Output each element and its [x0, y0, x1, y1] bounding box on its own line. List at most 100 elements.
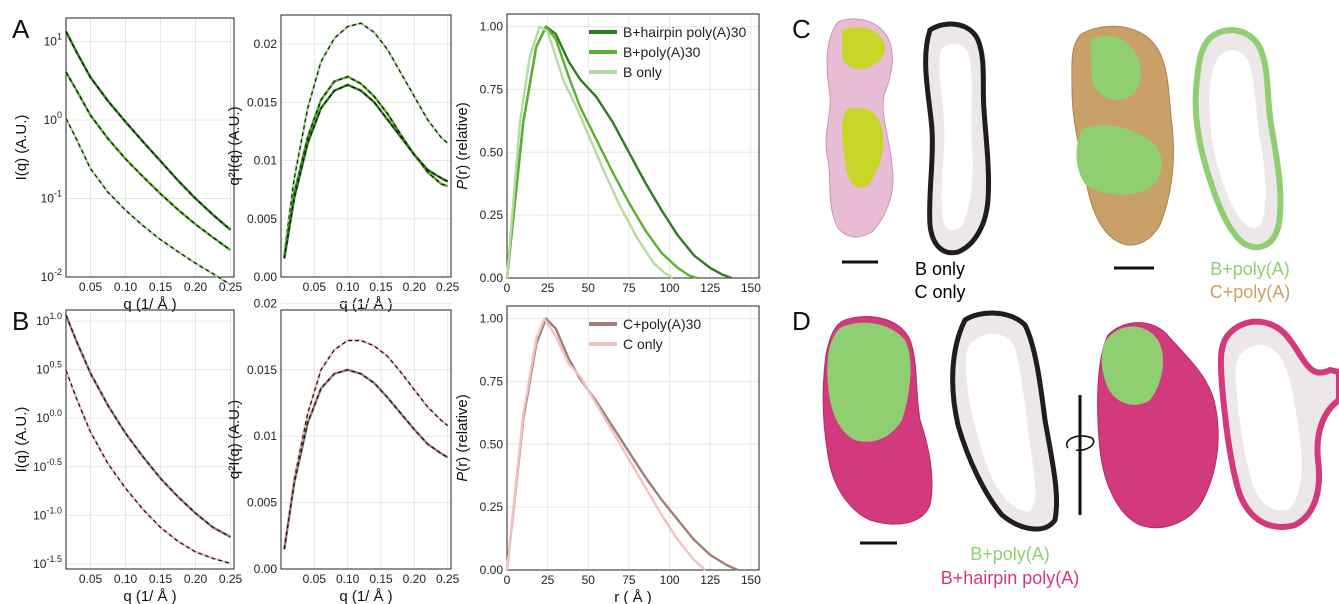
- x-tick-label: 0.05: [79, 280, 103, 294]
- x-tick-label: 0.15: [369, 280, 393, 294]
- y-tick-label: 0.25: [480, 208, 504, 222]
- x-tick-label: 0.05: [303, 280, 327, 294]
- surface-b-poly-a-rot: [1101, 326, 1164, 405]
- y-tick-label: 100: [44, 110, 62, 127]
- x-tick-label: 150: [741, 281, 761, 295]
- legend-label: B only: [623, 64, 662, 80]
- fit-line-2: [283, 76, 448, 258]
- y-tick-label: 1.00: [480, 20, 504, 34]
- surface-b-only-mid: [841, 107, 884, 188]
- x-tick-label: 25: [541, 573, 555, 587]
- tick-exponent: 0.0: [49, 408, 62, 418]
- surface-b-poly-a-left: [827, 322, 911, 442]
- y-tick-label: 100.5: [36, 360, 62, 377]
- tick-base: 10: [44, 113, 58, 127]
- y-tick-label: 0.01: [254, 154, 278, 168]
- y-axis-label: I(q) (A.U.): [13, 115, 30, 181]
- chart-b1: 0.05 0.10 0.15 0.20 0.2510-1.510-1.010-0.510…: [13, 309, 243, 604]
- x-axis-label: q (1/ Å ): [339, 296, 392, 313]
- series-line-2: [64, 71, 232, 252]
- x-tick-label: 0.05: [303, 572, 327, 586]
- fit-line-1: [65, 314, 231, 538]
- panel-d-structures: B+poly(A) B+hairpin poly(A): [822, 310, 1339, 588]
- x-axis-label: q (1/ Å ): [123, 588, 176, 604]
- y-tick-label: 0.01: [254, 429, 278, 443]
- y-axis-label-rest: (r) (relative): [454, 394, 471, 472]
- y-tick-label: 1.00: [480, 312, 504, 326]
- x-tick-label: 0.20: [403, 572, 427, 586]
- y-tick-label: 0.015: [247, 363, 277, 377]
- x-tick-label: 0.05: [79, 572, 103, 586]
- y-tick-label: 10-0.5: [33, 457, 62, 474]
- legend-label: C only: [623, 336, 663, 352]
- tick-exponent: -1.5: [46, 554, 62, 564]
- series-line-1: [505, 317, 739, 572]
- chart-b2: 0.05 0.10 0.15 0.20 0.25 0.00 0.005 0.01 0.015 0.…: [226, 296, 460, 604]
- x-tick-label: 0.25: [436, 572, 460, 586]
- gridlines: [66, 18, 234, 278]
- y-tick-label: 0.50: [480, 145, 504, 159]
- tick-exponent: 1: [57, 32, 62, 42]
- x-tick-label: 50: [582, 281, 596, 295]
- x-tick-label: 50: [582, 573, 596, 587]
- tick-base: 10: [36, 411, 50, 425]
- y-axis-label: P(r) (relative): [454, 394, 471, 482]
- fit-line-1: [65, 31, 231, 231]
- fit-line-2: [65, 370, 231, 564]
- panel-letter-d: D: [792, 306, 811, 336]
- x-tick-label: 0.15: [149, 572, 173, 586]
- y-tick-label: 101: [44, 32, 62, 49]
- y-axis-label-italic: P: [454, 180, 471, 190]
- plot-frame: [280, 309, 452, 570]
- fit-line-1: [283, 22, 449, 254]
- x-tick-label: 0.10: [114, 280, 138, 294]
- series-line-3: [283, 83, 449, 259]
- y-tick-label: 10-1.5: [33, 554, 62, 571]
- slice-interior-d1: [966, 333, 1036, 512]
- tick-exponent: -1: [54, 189, 62, 199]
- chart-b3: 0 25 50 75 100 125 150 0.00 0.25 0.50 0.75 1.00 r ( …: [454, 305, 761, 604]
- tick-exponent: -1.0: [46, 505, 62, 515]
- y-tick-label: 0.005: [247, 496, 277, 510]
- plot-frame: [65, 309, 235, 570]
- structure-b-c-slice: [923, 21, 992, 256]
- x-tick-label: 0: [504, 281, 511, 295]
- x-tick-label: 150: [741, 573, 761, 587]
- plot-frame: [506, 305, 760, 571]
- fit-line-3: [65, 118, 231, 286]
- label-b-only: B only: [915, 259, 965, 279]
- plot-frame: [65, 17, 235, 278]
- chart-a2: 0.05 0.10 0.15 0.20 0.25 0.00 0.005 0.01 0.015 0.…: [226, 14, 460, 313]
- x-tick-label: 0.10: [336, 572, 360, 586]
- tick-exponent: 1.0: [49, 311, 62, 321]
- y-tick-label: 0.50: [480, 437, 504, 451]
- x-tick-label: 0: [504, 573, 511, 587]
- y-axis-label-italic: P: [454, 472, 471, 482]
- series-line-3: [505, 25, 674, 280]
- plot-frame: [280, 14, 452, 278]
- x-tick-label: 0.20: [403, 280, 427, 294]
- x-tick-label: 125: [700, 281, 720, 295]
- tick-exponent: 0: [57, 110, 62, 120]
- x-tick-label: 0.25: [219, 280, 243, 294]
- x-tick-label: 75: [622, 573, 636, 587]
- y-axis-label: I(q) (A.U.): [13, 407, 30, 473]
- y-tick-label: 0.25: [480, 500, 504, 514]
- y-tick-label: 10-2: [41, 267, 62, 284]
- x-axis-label: q (1/ Å ): [339, 588, 392, 604]
- legend: C+poly(A)30 C only: [589, 316, 701, 352]
- plot-frame: [506, 13, 760, 279]
- x-tick-label: 0.10: [336, 280, 360, 294]
- x-tick-label: 100: [660, 573, 680, 587]
- x-tick-label: 125: [700, 573, 720, 587]
- y-tick-label: 100.0: [36, 408, 62, 425]
- y-tick-label: 0.75: [480, 374, 504, 388]
- label-b-poly-a: B+poly(A): [1210, 259, 1290, 279]
- legend: B+hairpin poly(A)30 B+poly(A)30 B only: [589, 24, 747, 80]
- y-tick-label: 0.00: [254, 270, 278, 284]
- tick-base: 10: [36, 314, 50, 328]
- y-axis-label: q²I(q) (A.U.): [226, 106, 243, 185]
